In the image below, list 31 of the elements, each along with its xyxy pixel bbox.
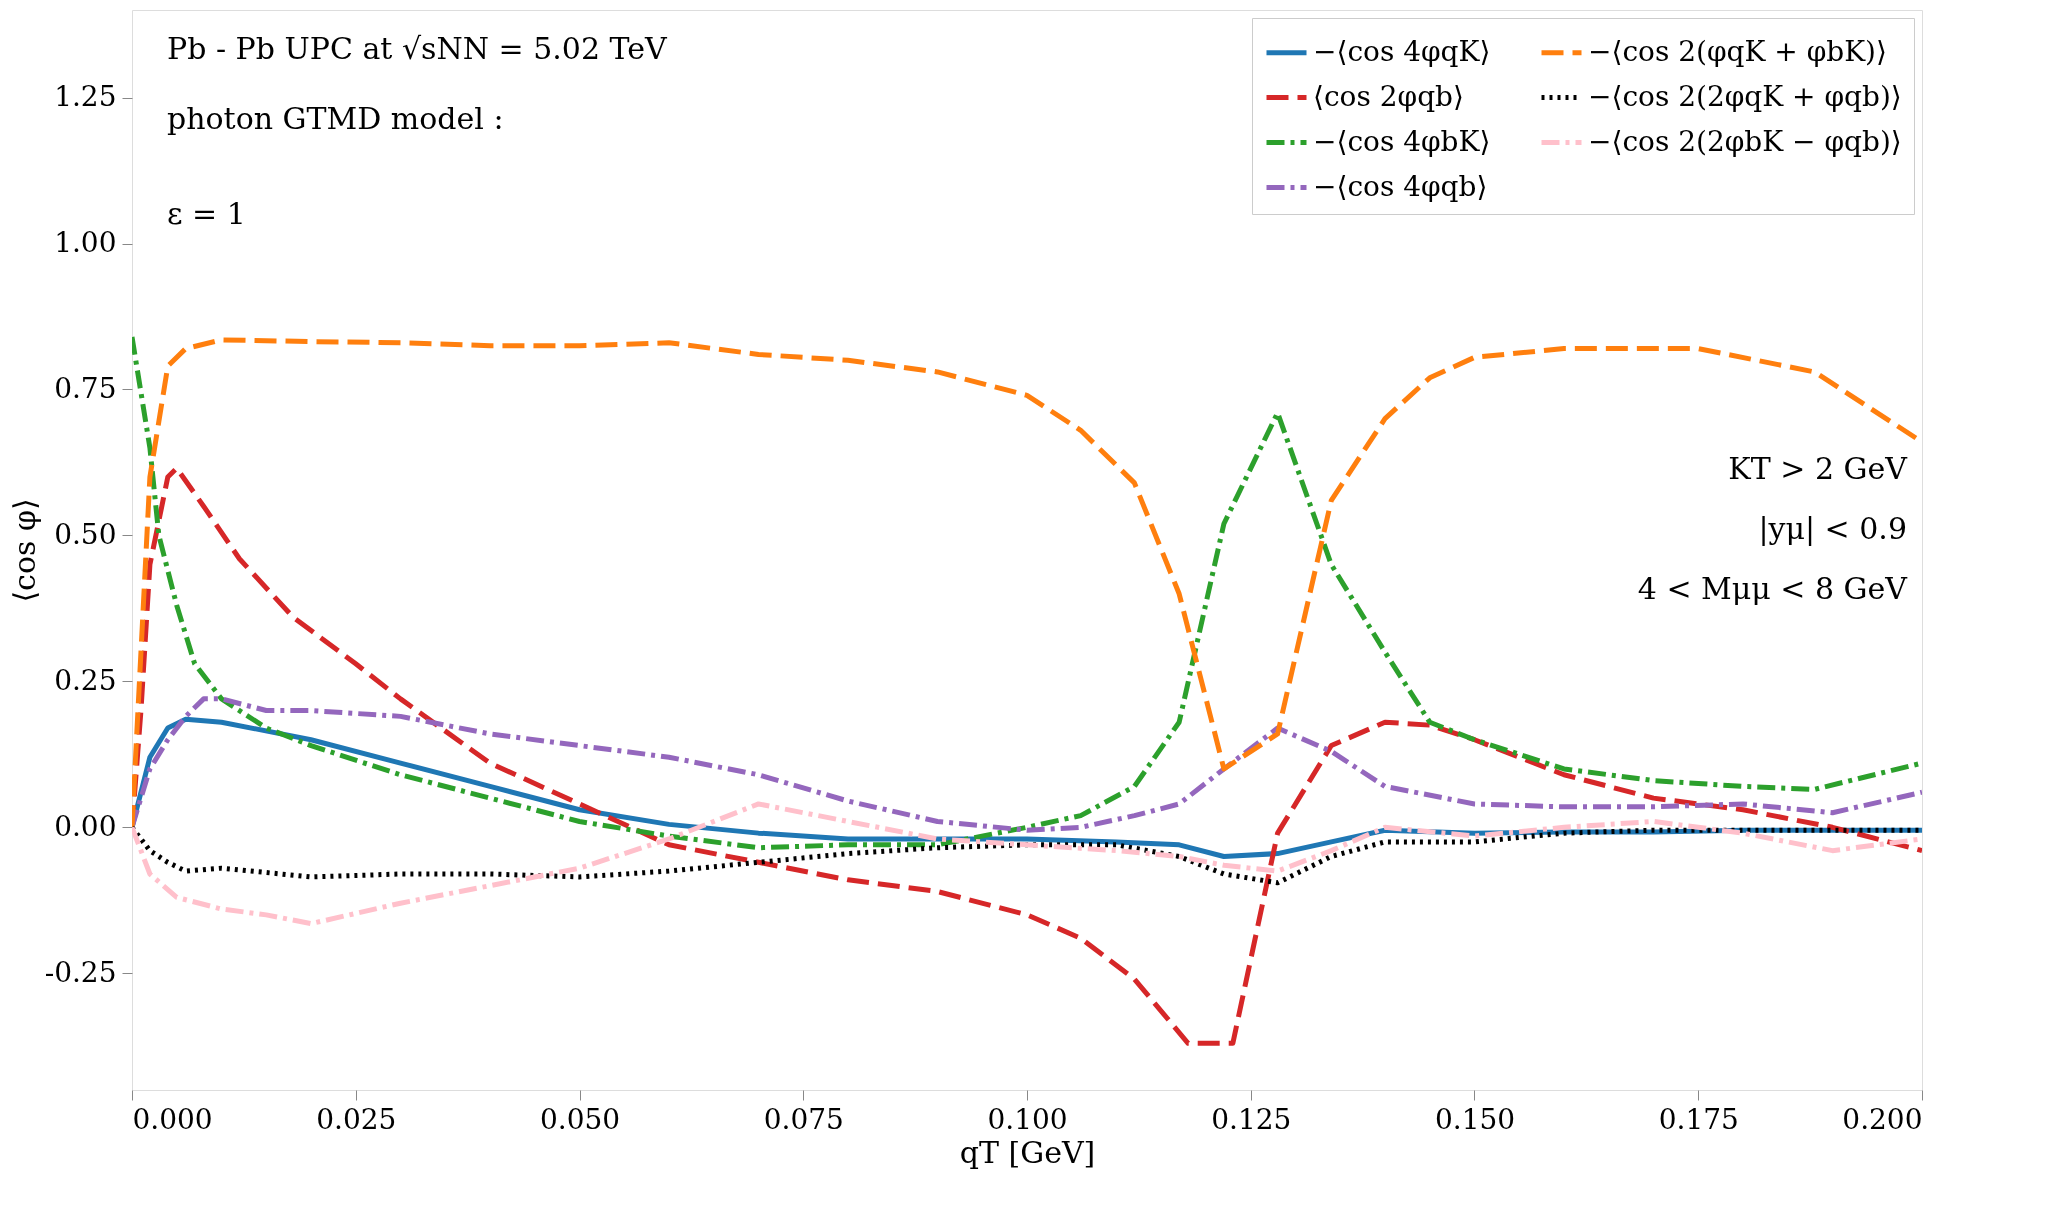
x-tick-label: 0.175 (1658, 1102, 1739, 1136)
y-tick-label: 0.00 (54, 809, 117, 843)
legend-label: −⟨cos 4φbK⟩ (1313, 124, 1491, 158)
x-axis-title: qT [GeV] (959, 1134, 1096, 1170)
x-tick-label: 0.125 (1211, 1102, 1292, 1136)
y-tick-label: 1.25 (54, 80, 117, 114)
annotation: Pb - Pb UPC at √sNN = 5.02 TeV (167, 31, 668, 66)
x-tick-label: 0.150 (1434, 1102, 1516, 1136)
y-tick-label: 1.00 (54, 226, 117, 260)
x-tick-label: 0.050 (539, 1102, 621, 1136)
y-tick-label: -0.25 (44, 955, 117, 989)
x-tick-label: 0.100 (987, 1102, 1068, 1136)
y-axis-title: ⟨cos φ⟩ (6, 498, 42, 603)
annotation: 4 < Mμμ < 8 GeV (1637, 571, 1909, 606)
legend-label: −⟨cos 4φqb⟩ (1313, 169, 1488, 203)
legend-label: −⟨cos 2(φqK + φbK)⟩ (1588, 34, 1887, 68)
legend-label: −⟨cos 2(2φbK − φqb)⟩ (1588, 124, 1902, 158)
y-tick-label: 0.50 (54, 517, 117, 551)
x-tick-label: 0.025 (316, 1102, 397, 1136)
legend-label: ⟨cos 2φqb⟩ (1313, 79, 1464, 113)
annotation: |yμ| < 0.9 (1758, 511, 1907, 546)
x-tick-label: 0.000 (132, 1102, 213, 1136)
legend-label: −⟨cos 4φqK⟩ (1313, 34, 1491, 68)
y-tick-label: 0.75 (54, 371, 117, 405)
legend-label: −⟨cos 2(2φqK + φqb)⟩ (1588, 79, 1902, 113)
annotation: KT > 2 GeV (1728, 451, 1909, 486)
annotation: photon GTMD model : (167, 101, 504, 136)
x-tick-label: 0.200 (1842, 1102, 1923, 1136)
x-tick-label: 0.075 (763, 1102, 844, 1136)
annotation: ε = 1 (167, 196, 246, 231)
y-tick-label: 0.25 (54, 663, 117, 697)
